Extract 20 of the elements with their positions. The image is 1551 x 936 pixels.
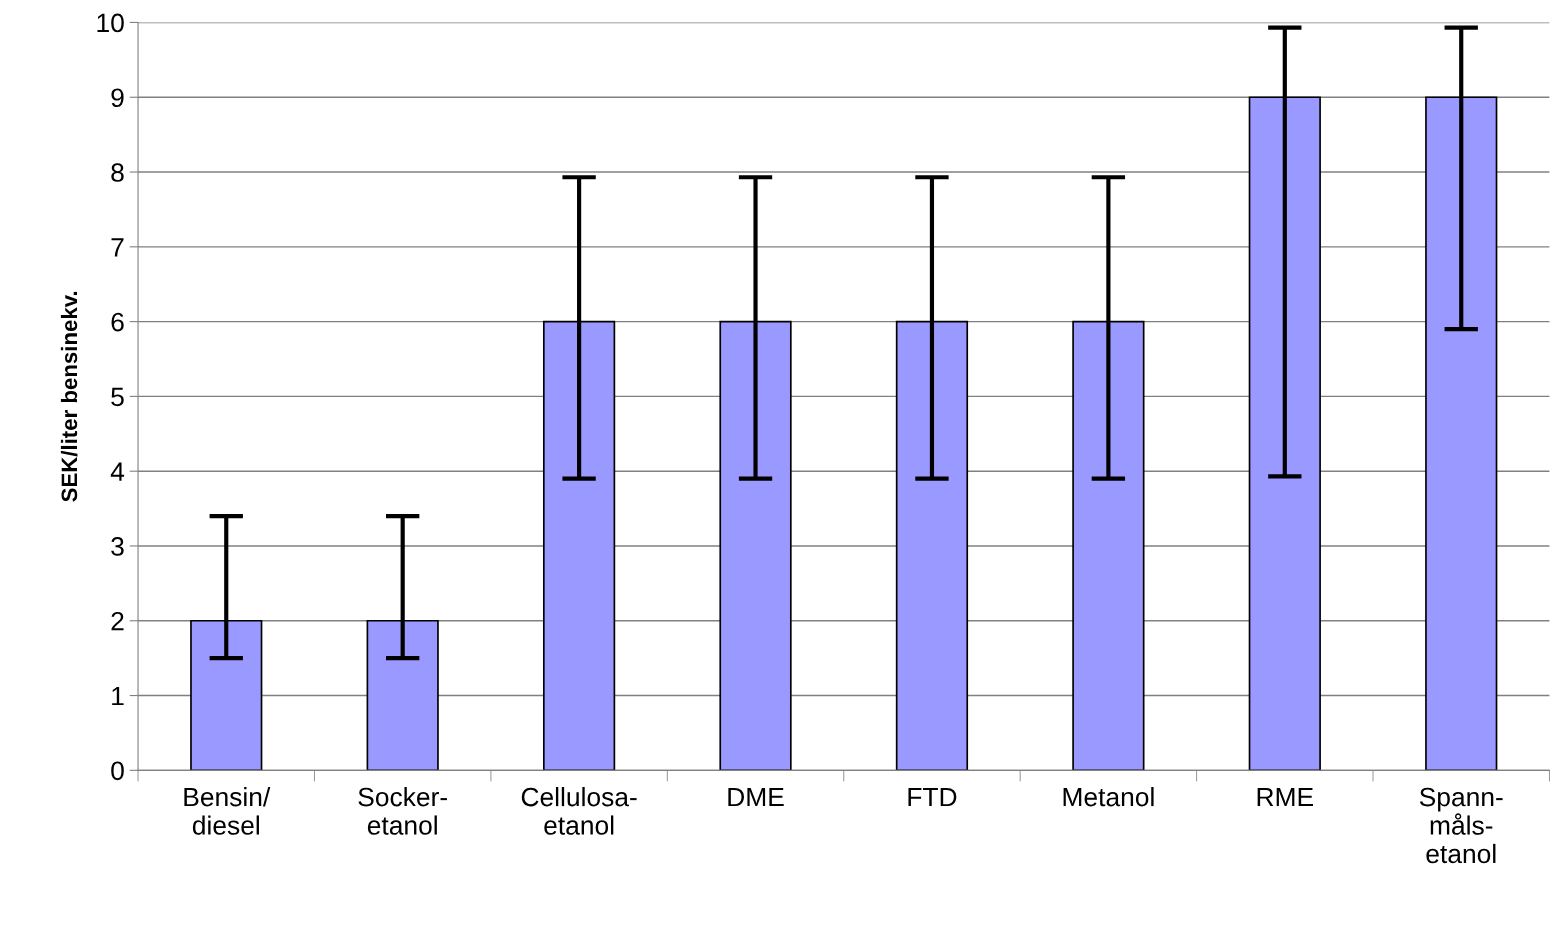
y-tick-label: 0 (111, 761, 124, 781)
y-tick-label: 6 (111, 312, 124, 332)
y-tick-label: 5 (111, 387, 124, 407)
x-tick-label: Socker- etanol (358, 786, 447, 835)
y-tick-label: 8 (111, 163, 124, 182)
x-tick-label: FTD (908, 787, 957, 807)
x-tick-label: Metanol (1063, 786, 1154, 807)
y-tick-label: 2 (111, 611, 124, 631)
x-tick-label: DME (728, 787, 784, 807)
x-tick-label: Spann- måls- etanol (1419, 787, 1503, 864)
y-tick-label: 9 (111, 88, 124, 108)
y-tick-label: 7 (111, 238, 124, 257)
x-tick-label: Bensin/ diesel (184, 786, 271, 835)
y-tick-label: 4 (110, 462, 125, 481)
y-tick-label: 3 (111, 537, 124, 556)
x-tick-label: RME (1257, 787, 1313, 807)
y-tick-label: 1 (112, 686, 124, 706)
y-axis-title: SEK/liter bensinekv. (60, 291, 78, 502)
x-tick-label: Cellulosa- etanol (521, 786, 637, 835)
y-tick-label: 10 (97, 13, 124, 33)
